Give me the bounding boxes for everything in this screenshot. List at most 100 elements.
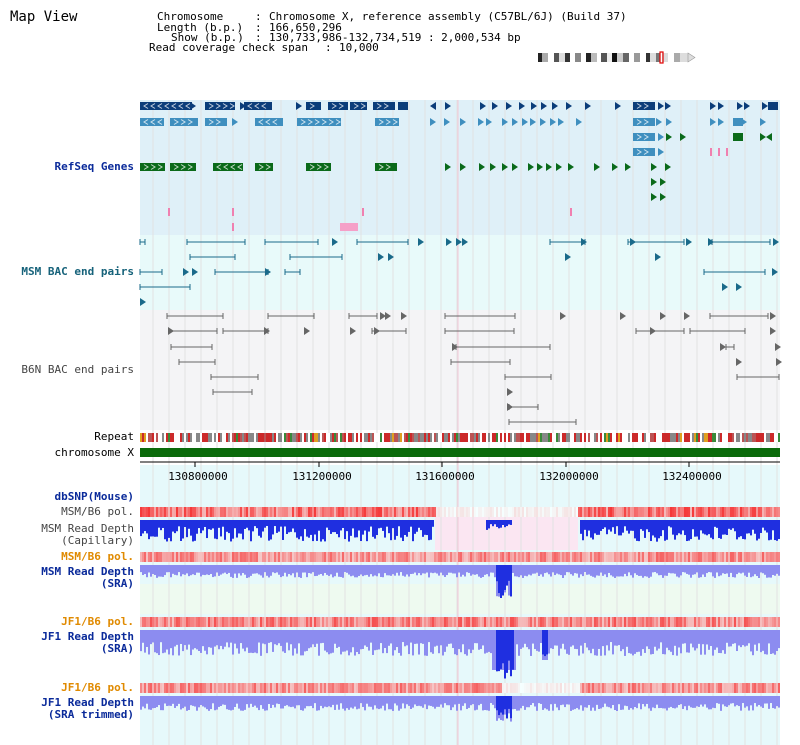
gene-end[interactable] [655,253,661,261]
chromosome-bar[interactable] [140,448,780,457]
gene-block[interactable] [633,148,655,156]
gene-block[interactable] [170,118,198,126]
track-label-refseq[interactable]: RefSeq Genes [54,160,134,173]
gene-end[interactable] [528,163,534,171]
gene-end[interactable] [540,118,546,126]
gene-end[interactable] [556,163,562,171]
gene-end[interactable] [708,238,714,246]
gene-end[interactable] [766,133,772,141]
gene-end[interactable] [773,238,779,246]
gene-block[interactable] [244,102,272,110]
gene-end[interactable] [546,163,552,171]
gene-end[interactable] [665,102,671,110]
gene-end[interactable] [296,102,302,110]
gene-end[interactable] [560,312,566,320]
gene-end[interactable] [625,163,631,171]
gene-end[interactable] [770,312,776,320]
gene-end[interactable] [502,163,508,171]
gene-end[interactable] [537,163,543,171]
gene-end[interactable] [594,163,600,171]
gene-end[interactable] [232,118,238,126]
gene-end[interactable] [430,102,436,110]
gene-end[interactable] [558,118,564,126]
gene-end[interactable] [658,133,664,141]
gene-end[interactable] [666,133,672,141]
gene-end[interactable] [264,327,270,335]
gene-end[interactable] [665,163,671,171]
gene-end[interactable] [718,102,724,110]
gene-end[interactable] [446,238,452,246]
gene-end[interactable] [550,118,556,126]
gene-end[interactable] [506,102,512,110]
gene-end[interactable] [507,388,513,396]
gene-end[interactable] [374,327,380,335]
gene-block[interactable] [255,163,273,171]
gene-end[interactable] [304,327,310,335]
gene-end[interactable] [378,253,384,261]
gene-block[interactable] [328,102,348,110]
gene-block[interactable] [633,118,655,126]
gene-end[interactable] [585,102,591,110]
gene-block[interactable] [398,102,408,110]
gene-end[interactable] [615,102,621,110]
gene-end[interactable] [140,298,146,306]
gene-end[interactable] [660,193,666,201]
gene-end[interactable] [565,253,571,261]
gene-end[interactable] [660,312,666,320]
gene-end[interactable] [651,178,657,186]
gene-end[interactable] [722,283,728,291]
gene-end[interactable] [332,238,338,246]
gene-end[interactable] [684,312,690,320]
gene-end[interactable] [385,312,391,320]
gene-end[interactable] [452,343,458,351]
gene-end[interactable] [380,312,386,320]
gene-block[interactable] [140,118,164,126]
gene-end[interactable] [478,118,484,126]
gene-end[interactable] [762,102,768,110]
gene-end[interactable] [430,118,436,126]
gene-end[interactable] [388,253,394,261]
gene-end[interactable] [522,118,528,126]
gene-block[interactable] [140,102,192,110]
gene-block[interactable] [213,163,243,171]
gene-end[interactable] [710,102,716,110]
gene-end[interactable] [666,118,672,126]
gene-end[interactable] [680,133,686,141]
gene-end[interactable] [456,238,462,246]
gene-end[interactable] [760,118,766,126]
gene-end[interactable] [651,163,657,171]
gene-end[interactable] [519,102,525,110]
track-label-b6n-bac[interactable]: B6N BAC end pairs [21,363,134,376]
gene-end[interactable] [660,178,666,186]
gene-end[interactable] [512,163,518,171]
gene-end[interactable] [192,268,198,276]
gene-end[interactable] [650,327,656,335]
gene-end[interactable] [775,343,781,351]
gene-block[interactable] [768,102,778,110]
gene-end[interactable] [507,403,513,411]
gene-end[interactable] [718,118,724,126]
gene-end[interactable] [760,133,766,141]
gene-end[interactable] [531,102,537,110]
gene-end[interactable] [566,102,572,110]
gene-end[interactable] [445,163,451,171]
gene-end[interactable] [581,238,587,246]
gene-end[interactable] [265,268,271,276]
gene-end[interactable] [710,118,716,126]
gene-end[interactable] [530,118,536,126]
gene-end[interactable] [502,118,508,126]
gene-block[interactable] [170,163,196,171]
gene-end[interactable] [541,102,547,110]
gene-block[interactable] [733,118,743,126]
gene-end[interactable] [460,163,466,171]
gene-block[interactable] [373,102,395,110]
gene-block[interactable] [375,163,397,171]
gene-end[interactable] [620,312,626,320]
gene-block[interactable] [733,133,743,141]
gene-block[interactable] [205,118,227,126]
gene-end[interactable] [737,102,743,110]
gene-end[interactable] [460,118,466,126]
gene-end[interactable] [490,163,496,171]
gene-end[interactable] [630,238,636,246]
